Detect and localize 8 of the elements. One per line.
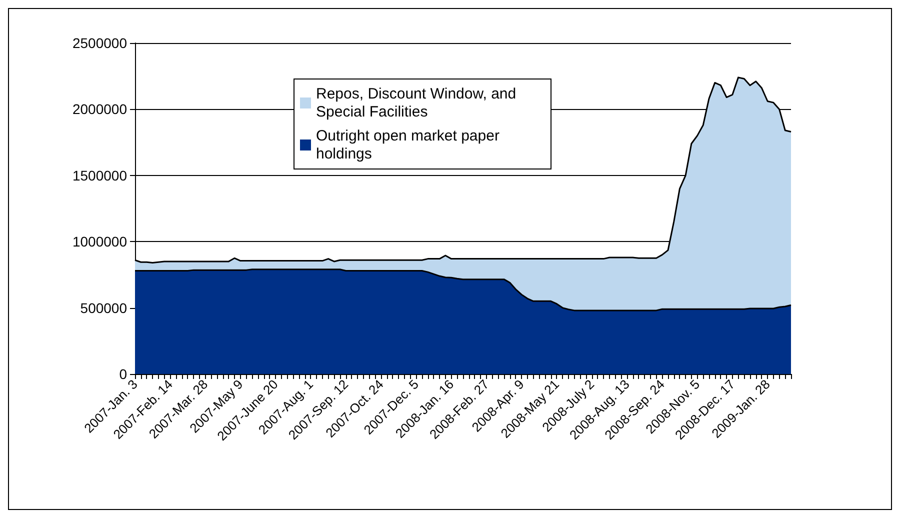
- y-tick-label: 500000: [80, 300, 128, 316]
- y-tick-label: 2500000: [72, 35, 128, 51]
- legend-label: Outright open market paper holdings: [316, 128, 504, 162]
- legend-label: Repos, Discount Window, and Special Facilities: [316, 86, 520, 120]
- y-tick-label: 0: [119, 366, 128, 382]
- y-tick-label: 1000000: [72, 234, 128, 250]
- y-tick-label: 1500000: [72, 167, 128, 184]
- y-tick-label: 2000000: [72, 101, 128, 118]
